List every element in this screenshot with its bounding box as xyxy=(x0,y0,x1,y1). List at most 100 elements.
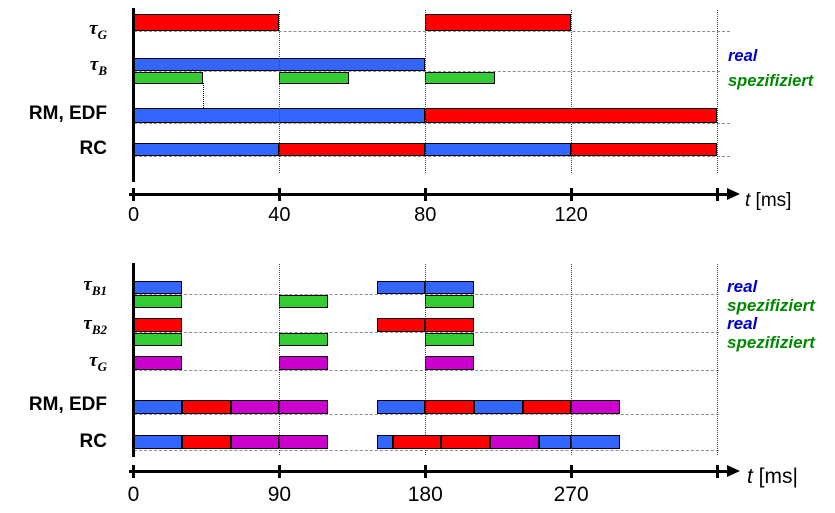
legend-spezifiziert-1: spezifiziert xyxy=(728,72,814,90)
row-label-tau-g-2: τG xyxy=(0,350,107,378)
tau-g-2-bar-0-0 xyxy=(133,356,183,370)
axis-tick-label-0: 0 xyxy=(127,483,140,506)
time-axis xyxy=(129,192,728,196)
rm-edf-2-bar-0-3 xyxy=(279,400,328,414)
tau-g-2-bar-0-1 xyxy=(279,356,328,370)
axis-tick-120 xyxy=(569,187,573,201)
axis-tick-label-120: 120 xyxy=(554,204,588,226)
axis-tick-label-80: 80 xyxy=(414,204,437,226)
rm-edf-2-bar-0-0 xyxy=(133,400,183,414)
axis-tick-80 xyxy=(423,187,427,201)
gridline-40ms xyxy=(279,10,281,173)
tau-b1-bar-1-0 xyxy=(133,295,183,308)
tau-b2-bar-1-0 xyxy=(133,333,183,346)
legend-real-2: real xyxy=(727,314,758,333)
row-label-text: RM, EDF xyxy=(28,103,107,124)
rc-2-bar-0-1 xyxy=(182,435,231,449)
time-unit-label: t [ms] xyxy=(745,190,791,212)
rm-edf-2-bar-0-4 xyxy=(376,400,426,414)
deadline-marker xyxy=(202,83,204,108)
time-axis xyxy=(129,469,728,473)
row-label-tau-b1: τB1 xyxy=(0,274,107,302)
axis-tick-label-40: 40 xyxy=(268,204,291,226)
axis-tick-160 xyxy=(715,187,719,201)
row-label-text: RM, EDF xyxy=(28,394,107,415)
rc-2-bar-0-4 xyxy=(376,435,393,449)
tau-g-2-bar-0-2 xyxy=(425,356,474,370)
tau-b1-bar-0-2 xyxy=(425,280,474,294)
axis-tick-label-270: 270 xyxy=(553,483,589,506)
gridline-270ms xyxy=(571,264,573,455)
rc-2-bar-0-3 xyxy=(279,435,328,449)
row-label-text: τB xyxy=(89,54,107,78)
gridline-360ms xyxy=(717,264,719,455)
axis-tick-360 xyxy=(715,464,719,478)
legend-spezifiziert-1: spezifiziert xyxy=(727,295,815,315)
legend-spezifiziert-3: spezifiziert xyxy=(727,332,815,352)
row-label-text: τB1 xyxy=(83,274,107,298)
rm-edf-2-bar-0-6 xyxy=(473,400,523,414)
row-label-rm-edf-2: RM, EDF xyxy=(0,394,107,416)
row-guide-line-2 xyxy=(134,370,719,371)
row-guide-line-1 xyxy=(134,70,720,72)
rc-2-bar-0-6 xyxy=(441,435,491,449)
row-guide-line-0 xyxy=(134,31,730,32)
axis-tick-180 xyxy=(423,464,427,478)
row-label-text: RC xyxy=(79,138,107,159)
gridline-160ms xyxy=(717,10,719,173)
axis-tick-270 xyxy=(569,464,573,478)
rc-2-bar-0-0 xyxy=(133,435,183,449)
row-label-rc-2: RC xyxy=(0,431,107,453)
axis-arrow xyxy=(727,188,740,200)
row-label-text: τB2 xyxy=(83,313,107,337)
row-guide-line-3 xyxy=(134,413,719,415)
y-axis xyxy=(132,8,135,182)
unit-text: [ms] xyxy=(750,190,792,211)
row-label-tau-g: τG xyxy=(0,18,107,46)
rc-2-bar-0-7 xyxy=(490,435,539,449)
rc-2-bar-0-2 xyxy=(230,435,280,449)
time-variable: t xyxy=(745,190,751,211)
time-unit-label: t [ms| xyxy=(747,465,798,489)
row-guide-line-4 xyxy=(134,449,719,451)
tau-b2-bar-1-2 xyxy=(425,333,474,346)
row-label-tau-b: τB xyxy=(0,54,107,82)
tau-b2-bar-0-1 xyxy=(376,318,426,332)
gridline-90ms xyxy=(279,264,281,455)
rc-2-bar-0-9 xyxy=(571,435,620,449)
tau-b2-bar-1-1 xyxy=(279,333,328,346)
axis-tick-90 xyxy=(277,464,281,478)
axis-tick-0 xyxy=(132,187,135,201)
gridline-80ms xyxy=(425,10,427,173)
row-guide-line-0 xyxy=(134,293,719,295)
y-axis xyxy=(132,263,135,457)
row-label-tau-b2: τB2 xyxy=(0,313,107,341)
rm-edf-2-bar-0-7 xyxy=(522,400,572,414)
row-label-rc: RC xyxy=(0,138,107,160)
tau-b1-bar-1-2 xyxy=(425,295,474,308)
axis-tick-40 xyxy=(277,187,281,201)
rm-edf-2-bar-0-8 xyxy=(571,400,620,414)
row-label-text: τG xyxy=(89,18,107,42)
axis-tick-label-180: 180 xyxy=(407,483,443,506)
row-guide-line-2 xyxy=(134,122,730,124)
row-guide-line-1 xyxy=(134,331,719,333)
tau-b2-bar-0-2 xyxy=(425,318,474,332)
rc-2-bar-0-8 xyxy=(538,435,572,449)
tau-b1-bar-0-1 xyxy=(376,280,426,294)
legend-real-0: real xyxy=(727,277,758,296)
row-label-text: τG xyxy=(89,350,107,374)
row-guide-line-3 xyxy=(134,156,730,157)
gridline-180ms xyxy=(425,264,427,455)
row-label-text: RC xyxy=(79,431,107,452)
unit-text: [ms| xyxy=(752,465,798,488)
rm-edf-2-bar-0-2 xyxy=(230,400,280,414)
axis-tick-label-90: 90 xyxy=(267,483,292,506)
legend-real-0: real xyxy=(728,47,758,65)
time-variable: t xyxy=(747,465,753,488)
axis-tick-0 xyxy=(132,464,135,478)
row-label-rm-edf: RM, EDF xyxy=(0,103,107,125)
